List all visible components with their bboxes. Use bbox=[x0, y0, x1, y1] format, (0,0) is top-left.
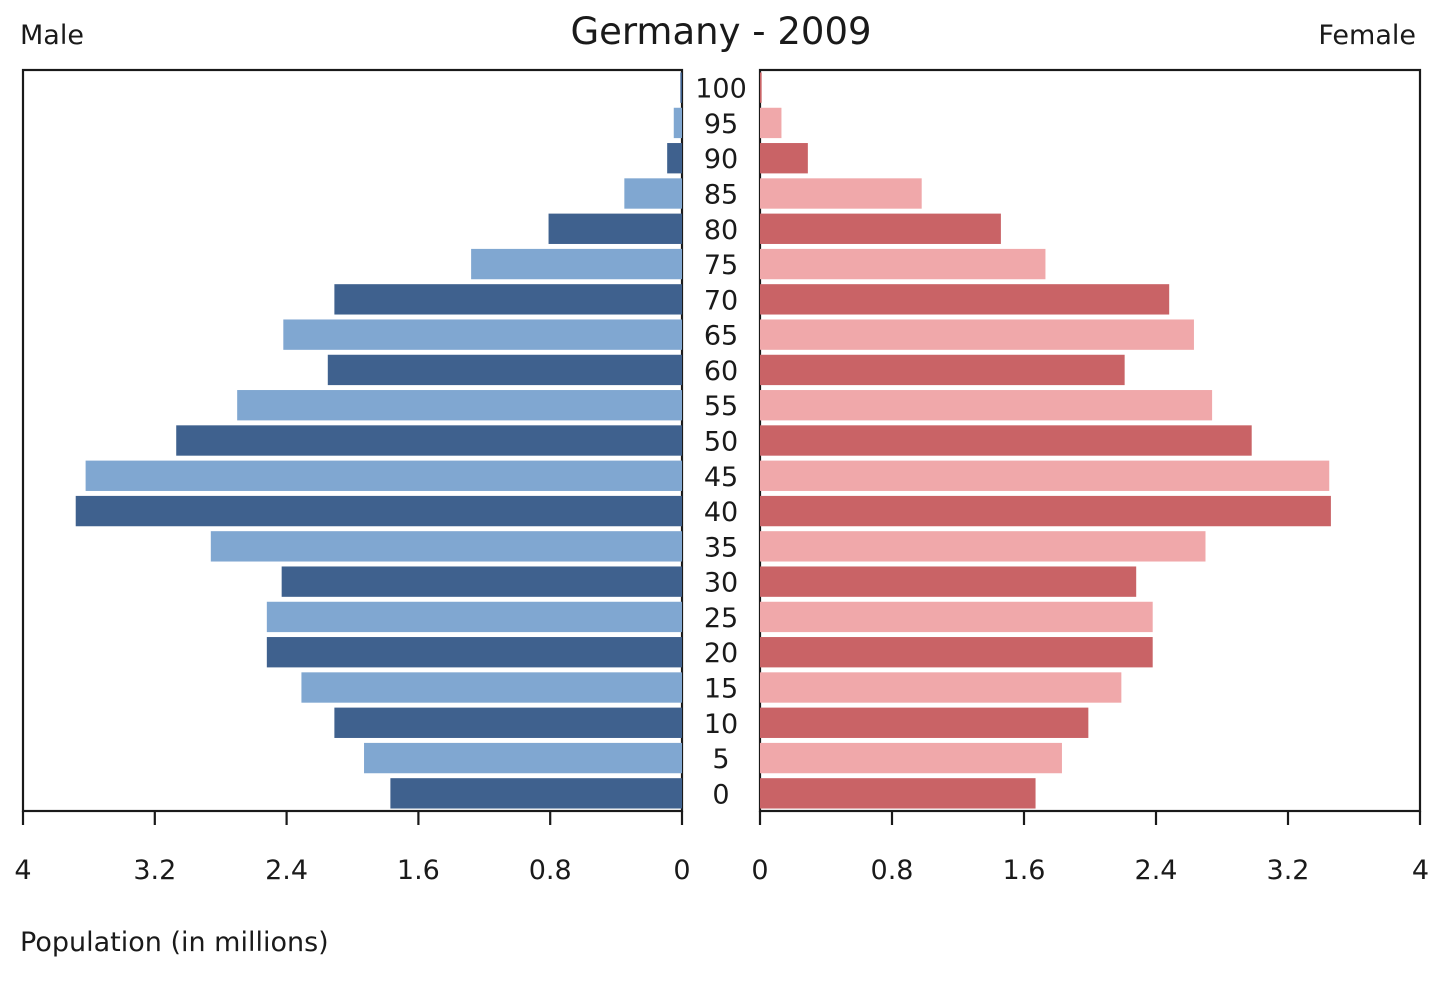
age-label-80: 80 bbox=[704, 215, 738, 246]
age-label-40: 40 bbox=[704, 497, 738, 528]
male-bar-age-25 bbox=[266, 601, 682, 633]
male-bar-age-60 bbox=[327, 354, 682, 386]
female-bar-age-60 bbox=[760, 354, 1125, 386]
male-bar-age-70 bbox=[334, 284, 682, 315]
male-side-label: Male bbox=[20, 20, 84, 51]
age-label-50: 50 bbox=[704, 427, 738, 458]
age-label-55: 55 bbox=[704, 391, 738, 422]
male-bar-age-35 bbox=[210, 531, 682, 562]
female-side-label: Female bbox=[1318, 20, 1416, 51]
female-bar-age-55 bbox=[760, 390, 1213, 421]
female-bar-age-70 bbox=[760, 284, 1170, 315]
female-bar-age-10 bbox=[760, 707, 1089, 738]
age-label-5: 5 bbox=[712, 744, 729, 775]
female-bar-age-45 bbox=[760, 460, 1330, 491]
bars-layer bbox=[75, 72, 1331, 809]
age-label-10: 10 bbox=[704, 709, 738, 740]
male-bar-age-85 bbox=[624, 178, 682, 209]
female-x-tick-label-4: 4 bbox=[1412, 855, 1429, 886]
age-label-85: 85 bbox=[704, 180, 738, 211]
age-label-35: 35 bbox=[704, 532, 738, 563]
female-bar-age-85 bbox=[760, 178, 922, 209]
age-label-95: 95 bbox=[704, 109, 738, 140]
female-x-tick-label-3.2: 3.2 bbox=[1267, 855, 1310, 886]
male-x-tick-label-0.8: 0.8 bbox=[529, 855, 572, 886]
female-bar-age-5 bbox=[760, 742, 1062, 774]
male-bar-age-80 bbox=[548, 213, 682, 244]
female-bar-age-15 bbox=[760, 672, 1122, 703]
male-bar-age-75 bbox=[471, 248, 682, 280]
x-axis-label: Population (in millions) bbox=[20, 927, 329, 958]
age-label-30: 30 bbox=[704, 568, 738, 599]
age-label-45: 45 bbox=[704, 462, 738, 493]
female-bar-age-90 bbox=[760, 143, 808, 174]
male-bar-age-5 bbox=[364, 742, 682, 774]
female-x-tick-label-1.6: 1.6 bbox=[1003, 855, 1046, 886]
male-bar-age-45 bbox=[85, 460, 683, 491]
age-labels: 0 5 10 15 20 25 30 35 40 45 50 55 60 65 70 75 80 85 90 95 10… bbox=[695, 74, 747, 811]
female-bar-age-75 bbox=[760, 248, 1046, 280]
female-bar-age-30 bbox=[760, 566, 1137, 597]
female-bar-age-40 bbox=[760, 495, 1331, 527]
male-bar-age-90 bbox=[667, 143, 682, 174]
male-x-tick-label-2.4: 2.4 bbox=[265, 855, 308, 886]
male-bar-age-10 bbox=[334, 707, 682, 738]
age-label-100: 100 bbox=[695, 74, 747, 105]
male-x-tick-label-4: 4 bbox=[14, 855, 31, 886]
x-axis-ticks: 4 3.2 2.4 1.6 0.8 0 0 0.8 1.6 2.4 3.2 4 bbox=[14, 811, 1429, 886]
age-label-60: 60 bbox=[704, 356, 738, 387]
male-x-tick-label-0: 0 bbox=[673, 855, 690, 886]
age-label-25: 25 bbox=[704, 603, 738, 634]
female-bar-age-80 bbox=[760, 213, 1001, 244]
female-bar-age-100 bbox=[760, 72, 762, 103]
age-label-75: 75 bbox=[704, 250, 738, 281]
female-x-tick-label-0: 0 bbox=[751, 855, 768, 886]
male-bar-age-65 bbox=[283, 319, 682, 350]
female-bar-age-65 bbox=[760, 319, 1194, 350]
female-bar-age-35 bbox=[760, 531, 1206, 562]
male-bar-age-50 bbox=[176, 425, 682, 456]
male-bar-age-55 bbox=[237, 390, 683, 421]
age-label-70: 70 bbox=[704, 285, 738, 316]
male-bar-age-30 bbox=[281, 566, 682, 597]
female-bar-age-0 bbox=[760, 778, 1036, 809]
male-x-tick-label-1.6: 1.6 bbox=[397, 855, 440, 886]
male-bar-age-20 bbox=[266, 637, 682, 668]
male-bar-age-95 bbox=[673, 107, 682, 139]
male-bar-age-15 bbox=[301, 672, 682, 703]
female-bar-age-50 bbox=[760, 425, 1252, 456]
male-bar-age-0 bbox=[390, 778, 682, 809]
age-label-20: 20 bbox=[704, 638, 738, 669]
male-bar-age-40 bbox=[75, 495, 683, 527]
female-bar-age-25 bbox=[760, 601, 1153, 633]
age-label-65: 65 bbox=[704, 321, 738, 352]
female-bar-age-20 bbox=[760, 637, 1153, 668]
male-bar-age-100 bbox=[680, 72, 682, 103]
age-label-90: 90 bbox=[704, 144, 738, 175]
female-x-tick-label-2.4: 2.4 bbox=[1135, 855, 1178, 886]
age-label-0: 0 bbox=[712, 779, 729, 810]
age-label-15: 15 bbox=[704, 674, 738, 705]
female-bar-age-95 bbox=[760, 107, 782, 139]
male-x-tick-label-3.2: 3.2 bbox=[133, 855, 176, 886]
female-x-tick-label-0.8: 0.8 bbox=[871, 855, 914, 886]
chart-title: Germany - 2009 bbox=[570, 10, 871, 53]
